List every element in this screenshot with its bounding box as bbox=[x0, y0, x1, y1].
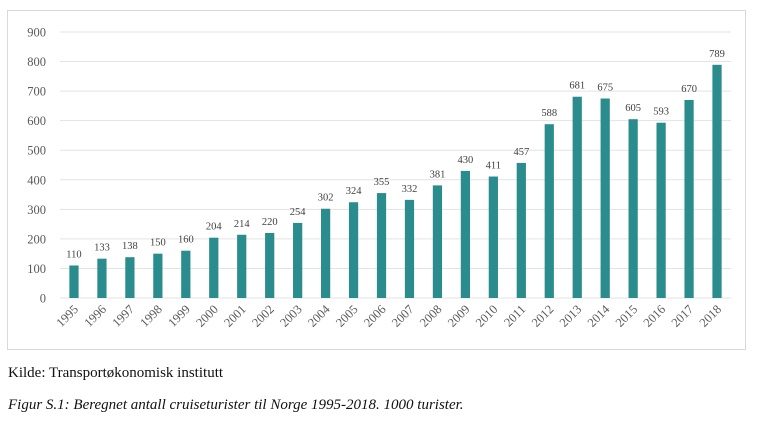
x-tick-label: 2012 bbox=[529, 302, 557, 330]
data-label: 160 bbox=[178, 235, 194, 246]
y-tick-label: 900 bbox=[27, 26, 46, 40]
data-label: 381 bbox=[430, 169, 446, 180]
x-tick-label: 1995 bbox=[54, 302, 82, 330]
x-tick-label: 1996 bbox=[81, 302, 109, 330]
data-label: 204 bbox=[206, 222, 223, 233]
bar bbox=[181, 250, 191, 298]
bar bbox=[265, 232, 275, 298]
y-tick-label: 100 bbox=[27, 262, 46, 276]
bar bbox=[97, 258, 107, 298]
x-tick-label: 2008 bbox=[417, 302, 445, 330]
data-label: 324 bbox=[346, 186, 363, 197]
y-tick-label: 200 bbox=[27, 232, 46, 246]
data-label: 430 bbox=[458, 155, 474, 166]
data-label: 789 bbox=[709, 49, 725, 60]
x-tick-label: 2014 bbox=[585, 302, 613, 330]
bar bbox=[153, 253, 163, 298]
y-tick-label: 0 bbox=[40, 292, 46, 306]
x-tick-label: 2016 bbox=[641, 302, 669, 330]
data-label: 133 bbox=[94, 243, 110, 254]
bar bbox=[125, 257, 135, 298]
y-tick-label: 600 bbox=[27, 114, 46, 128]
x-tick-label: 2015 bbox=[613, 302, 641, 330]
bar bbox=[320, 208, 331, 298]
bar bbox=[404, 199, 415, 298]
data-label: 110 bbox=[66, 249, 81, 260]
x-tick-label: 2013 bbox=[557, 302, 585, 330]
y-tick-label: 400 bbox=[27, 173, 46, 187]
data-label: 302 bbox=[318, 193, 334, 204]
x-tick-label: 2011 bbox=[501, 302, 528, 329]
bar bbox=[600, 98, 610, 298]
bar bbox=[348, 202, 359, 298]
data-label: 675 bbox=[597, 83, 613, 94]
data-label: 355 bbox=[374, 177, 390, 188]
bar bbox=[460, 170, 471, 298]
data-label: 588 bbox=[541, 108, 557, 119]
x-tick-label: 2002 bbox=[249, 302, 277, 330]
bar bbox=[656, 122, 666, 298]
x-tick-label: 1998 bbox=[137, 302, 165, 330]
x-tick-label: 1997 bbox=[109, 302, 137, 330]
y-tick-label: 700 bbox=[27, 85, 46, 99]
figure-caption: Figur S.1: Beregnet antall cruiseturiste… bbox=[8, 397, 464, 413]
x-tick-label: 2006 bbox=[361, 302, 389, 330]
bar bbox=[488, 176, 498, 298]
data-label: 254 bbox=[290, 207, 307, 218]
data-label: 605 bbox=[625, 103, 641, 114]
data-label: 593 bbox=[653, 107, 669, 118]
x-tick-label: 2010 bbox=[473, 302, 501, 330]
y-tick-label: 500 bbox=[27, 144, 46, 158]
x-tick-label: 1999 bbox=[165, 302, 193, 330]
x-tick-label: 2005 bbox=[333, 302, 361, 330]
bar bbox=[432, 185, 443, 298]
bar bbox=[237, 234, 247, 298]
bar bbox=[69, 265, 79, 298]
data-label: 214 bbox=[234, 219, 251, 230]
source-note: Kilde: Transportøkonomisk institutt bbox=[8, 365, 224, 381]
data-label: 457 bbox=[513, 147, 529, 158]
y-tick-label: 800 bbox=[27, 55, 46, 69]
bar bbox=[293, 222, 303, 298]
x-tick-label: 2018 bbox=[697, 302, 725, 330]
x-tick-label: 2000 bbox=[193, 302, 221, 330]
x-tick-label: 2004 bbox=[305, 302, 333, 330]
x-tick-label: 2001 bbox=[221, 302, 249, 330]
data-label: 681 bbox=[569, 81, 585, 92]
x-tick-label: 2003 bbox=[277, 302, 305, 330]
data-label: 411 bbox=[486, 161, 501, 172]
bar bbox=[684, 99, 694, 298]
data-label: 138 bbox=[122, 241, 138, 252]
data-label: 332 bbox=[402, 184, 418, 195]
bar bbox=[544, 124, 554, 298]
x-tick-label: 2017 bbox=[669, 302, 697, 330]
chart-frame: 0 100 200 300 400 500 600 700 800 900 110 133 138 15… bbox=[7, 10, 746, 350]
data-label: 670 bbox=[681, 84, 697, 95]
bar bbox=[209, 237, 219, 298]
y-tick-label: 300 bbox=[27, 203, 46, 217]
bar bbox=[572, 96, 582, 298]
bar bbox=[712, 64, 722, 298]
bar bbox=[376, 193, 387, 298]
data-label: 220 bbox=[262, 217, 278, 228]
x-tick-label: 2009 bbox=[445, 302, 473, 330]
x-tick-label: 2007 bbox=[389, 302, 417, 330]
bar bbox=[516, 162, 526, 298]
bar-chart: 0 100 200 300 400 500 600 700 800 900 110 133 138 15… bbox=[27, 26, 731, 330]
data-label: 150 bbox=[150, 238, 166, 249]
bar bbox=[628, 119, 638, 298]
